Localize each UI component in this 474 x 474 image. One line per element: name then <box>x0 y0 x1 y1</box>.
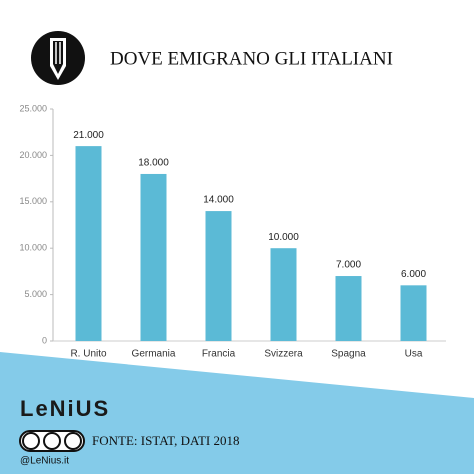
bar <box>140 173 167 341</box>
y-tick-label: 20.000 <box>19 150 47 160</box>
source: FONTE: ISTAT, DATI 2018 <box>92 433 240 448</box>
chart-title: DOVE EMIGRANO GLI ITALIANI <box>110 48 393 69</box>
bar <box>205 211 232 341</box>
y-tick-label: 15.000 <box>19 196 47 206</box>
value-label: 10.000 <box>268 232 299 243</box>
license-icons <box>19 430 85 452</box>
pencil-icon <box>31 31 85 85</box>
y-tick-label: 10.000 <box>19 243 47 253</box>
bar <box>400 285 427 341</box>
x-tick-label: Usa <box>405 349 423 360</box>
x-tick-label: Spagna <box>331 349 366 360</box>
bar <box>75 146 102 341</box>
value-label: 6.000 <box>401 269 426 280</box>
x-tick-label: Germania <box>132 349 176 360</box>
footer-band <box>0 352 474 474</box>
x-tick-label: Francia <box>202 349 236 360</box>
y-tick-label: 0 <box>42 335 47 345</box>
y-tick-label: 25.000 <box>19 103 47 113</box>
handle: @LeNius.it <box>20 456 69 467</box>
bar <box>270 248 297 341</box>
value-label: 14.000 <box>203 195 234 206</box>
x-tick-label: Svizzera <box>264 349 303 360</box>
y-tick-label: 5.000 <box>24 289 47 299</box>
value-label: 7.000 <box>336 260 361 271</box>
value-label: 21.000 <box>73 130 104 141</box>
value-label: 18.000 <box>138 158 169 169</box>
x-tick-label: R. Unito <box>70 349 107 360</box>
logo: LeNiUS <box>20 396 110 421</box>
bar <box>335 276 362 341</box>
